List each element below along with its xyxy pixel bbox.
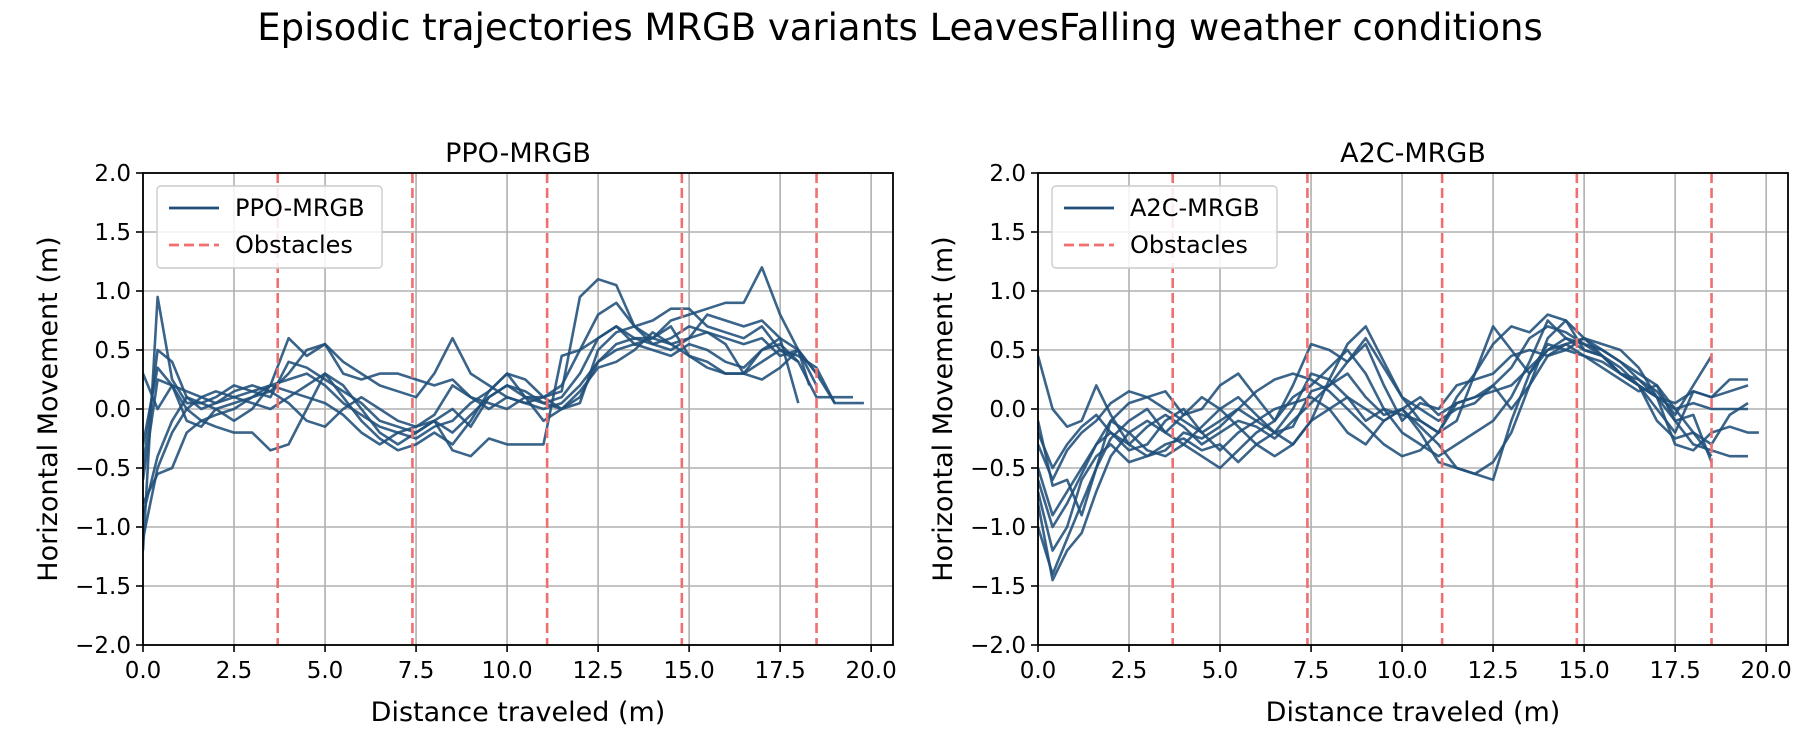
y-tick-label: −0.5 (75, 456, 131, 482)
x-tick-label: 12.5 (572, 658, 623, 684)
x-tick-label: 10.0 (1376, 658, 1427, 684)
x-tick-label: 17.5 (755, 658, 806, 684)
x-tick-label: 5.0 (1202, 658, 1239, 684)
legend: PPO-MRGB Obstacles (156, 185, 383, 269)
trajectory-group (1038, 313, 1759, 582)
x-tick-label: 2.5 (216, 658, 253, 684)
x-tick-label: 10.0 (481, 658, 532, 684)
trajectory-line (143, 342, 800, 429)
trajectory-line (143, 330, 864, 540)
y-tick-label: 0.5 (989, 338, 1026, 364)
legend-label-obstacles: Obstacles (235, 231, 353, 259)
x-tick-label: 20.0 (846, 658, 897, 684)
legend-box (156, 185, 383, 269)
x-tick-label: 7.5 (398, 658, 435, 684)
trajectory-line (1038, 325, 1713, 470)
trajectory-line (1038, 325, 1748, 482)
y-tick-label: −2.0 (970, 633, 1026, 659)
chart-panel-a2c: 0.0 2.5 5.0 7.5 10.0 12.5 15.0 17.5 20.0 2.0 1.5 1.… (928, 138, 1792, 728)
y-axis-label: Horizontal Movement (m) (33, 236, 64, 581)
legend-label-trajectory: A2C-MRGB (1130, 194, 1260, 222)
y-tick-label: 0.0 (94, 397, 131, 423)
y-tick-label: −1.5 (75, 574, 131, 600)
trajectory-line (1038, 319, 1759, 582)
x-tick-label: 17.5 (1650, 658, 1701, 684)
y-tick-label: 0.5 (94, 338, 131, 364)
trajectory-line (143, 325, 818, 445)
y-tick-label: 1.5 (989, 220, 1026, 246)
trajectory-line (143, 330, 811, 480)
x-tick-label: 0.0 (125, 658, 162, 684)
y-tick-label: 0.0 (989, 397, 1026, 423)
x-tick-label: 2.5 (1111, 658, 1148, 684)
y-tick-label: 2.0 (989, 161, 1026, 187)
y-tick-label: 2.0 (94, 161, 131, 187)
legend: A2C-MRGB Obstacles (1051, 185, 1278, 269)
y-tick-label: −2.0 (75, 633, 131, 659)
y-tick-label: −1.0 (970, 515, 1026, 541)
trajectory-line (143, 301, 853, 469)
trajectory-line (1038, 313, 1713, 529)
trajectory-line (143, 325, 800, 504)
legend-label-obstacles: Obstacles (1130, 231, 1248, 259)
x-axis-label: Distance traveled (m) (371, 697, 666, 728)
x-tick-label: 15.0 (664, 658, 715, 684)
y-tick-label: 1.5 (94, 220, 131, 246)
trajectory-line (1038, 342, 1749, 552)
trajectory-line (1038, 336, 1713, 517)
chart-title: A2C-MRGB (1340, 138, 1486, 169)
x-tick-label: 12.5 (1467, 658, 1518, 684)
figure-title: Episodic trajectories MRGB variants Leav… (257, 6, 1543, 49)
y-tick-label: −1.0 (75, 515, 131, 541)
x-tick-label: 15.0 (1559, 658, 1610, 684)
chart-title: PPO-MRGB (445, 138, 591, 169)
x-tick-label: 5.0 (307, 658, 344, 684)
x-tick-label: 0.0 (1020, 658, 1057, 684)
chart-panel-ppo: 0.0 2.5 5.0 7.5 10.0 12.5 15.0 17.5 20.0 2.0 1.5 1.… (33, 138, 897, 728)
x-tick-label: 20.0 (1741, 658, 1792, 684)
y-tick-label: 1.0 (989, 279, 1026, 305)
legend-label-trajectory: PPO-MRGB (235, 194, 365, 222)
trajectory-line (1038, 336, 1748, 517)
x-axis-label: Distance traveled (m) (1266, 697, 1561, 728)
y-tick-label: 1.0 (94, 279, 131, 305)
y-axis-label: Horizontal Movement (m) (928, 236, 959, 581)
trajectory-line (143, 313, 836, 516)
legend-box (1051, 185, 1278, 269)
y-tick-label: −0.5 (970, 456, 1026, 482)
x-tick-label: 7.5 (1293, 658, 1330, 684)
y-tick-label: −1.5 (970, 574, 1026, 600)
trajectory-group (143, 266, 864, 551)
